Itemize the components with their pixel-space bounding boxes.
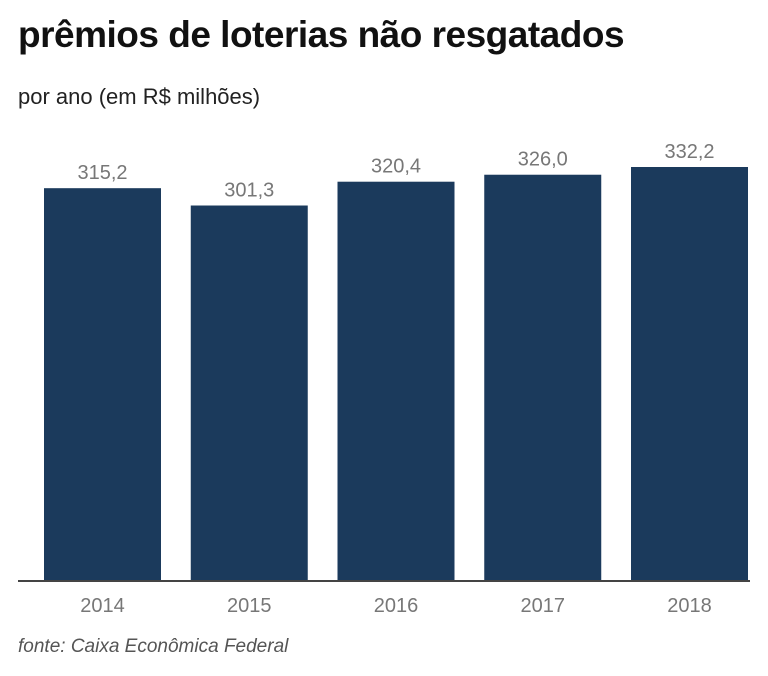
bar-2018	[631, 167, 748, 581]
chart-subtitle: por ano (em R$ milhões)	[18, 84, 261, 109]
data-label-2015: 301,3	[224, 180, 274, 202]
x-tick-label-2014: 2014	[80, 595, 125, 617]
bar-2017	[484, 174, 602, 581]
data-label-2017: 326,0	[518, 149, 568, 171]
bar-2015	[190, 205, 308, 581]
source-note: fonte: Caixa Econômica Federal	[18, 636, 289, 657]
bar-2016	[337, 181, 455, 581]
bar-2014	[44, 188, 161, 581]
x-tick-label-2015: 2015	[227, 595, 272, 617]
chart-title: prêmios de loterias não resgatados	[18, 14, 625, 55]
x-tick-label-2018: 2018	[667, 595, 712, 617]
x-tick-label-2016: 2016	[374, 595, 419, 617]
data-label-2018: 332,2	[664, 141, 714, 163]
bars-group: 315,2 2014 301,3 2015 320,4 2016 326,0 2017 332,…	[44, 141, 748, 617]
x-tick-label-2017: 2017	[521, 595, 566, 617]
data-label-2016: 320,4	[371, 156, 421, 178]
data-label-2014: 315,2	[77, 162, 127, 184]
